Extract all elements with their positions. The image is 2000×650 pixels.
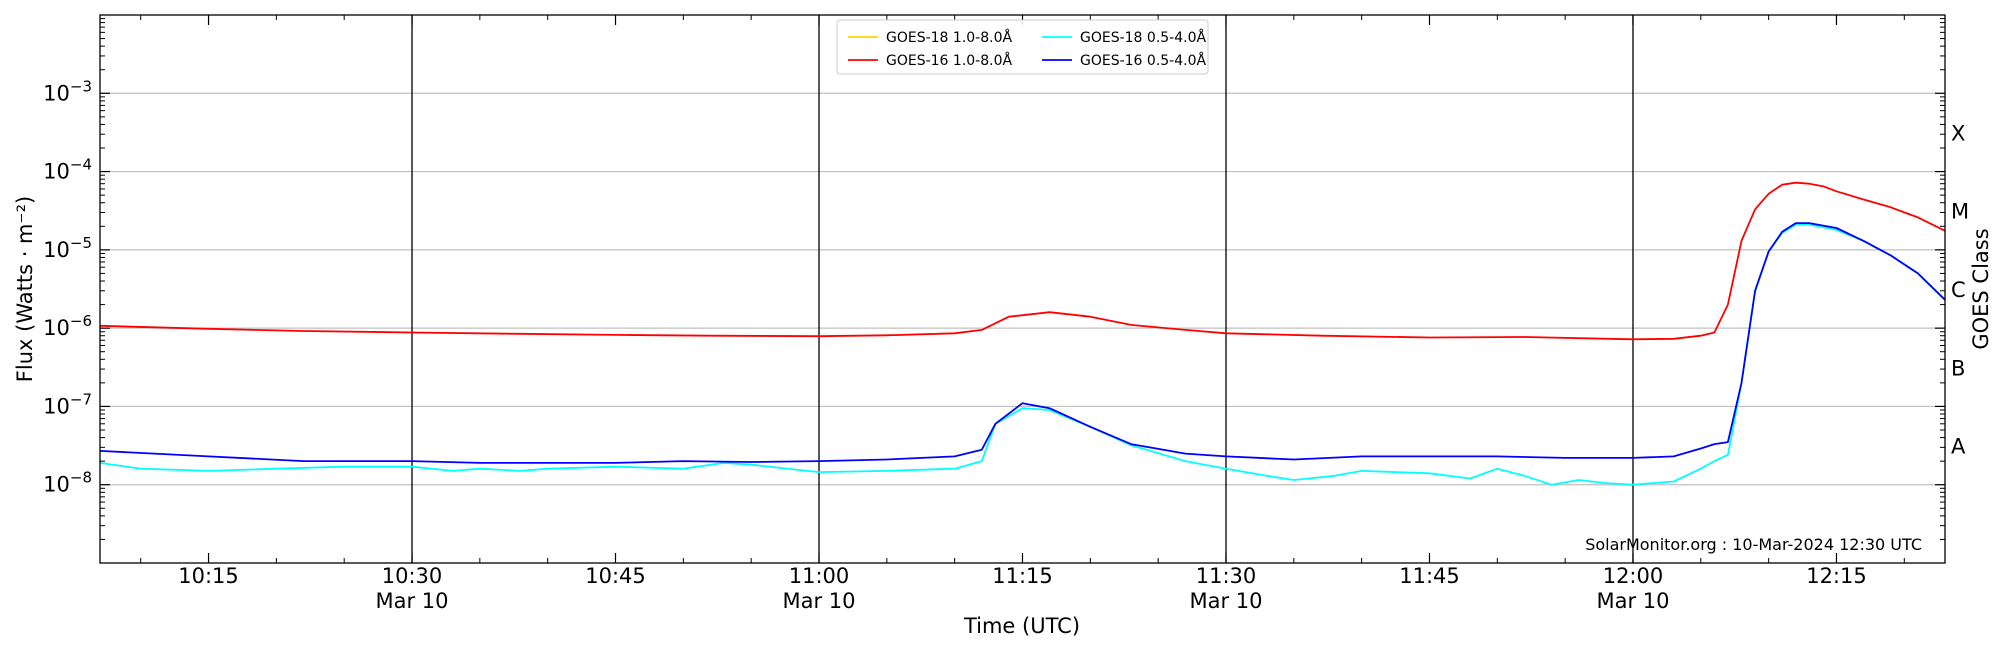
- y-tick-base: 10: [43, 473, 70, 497]
- x-tick-label: 12:15: [1806, 564, 1867, 588]
- x-tick-label: 12:00: [1603, 564, 1664, 588]
- y-axis-ticks: 10−810−710−610−510−410−3: [43, 18, 1945, 540]
- x-tick-date: Mar 10: [1189, 589, 1262, 613]
- x-tick-label: 10:15: [178, 564, 239, 588]
- y-tick-base: 10: [43, 394, 70, 418]
- x-tick-label: 10:45: [585, 564, 646, 588]
- y-tick-label: 10−7: [43, 390, 92, 418]
- x-tick-label: 11:30: [1196, 564, 1257, 588]
- x-tick-label: 10:30: [382, 564, 443, 588]
- x-tick-label: 11:15: [992, 564, 1053, 588]
- plot-frame: [99, 14, 1946, 564]
- x-tick-date: Mar 10: [1596, 589, 1669, 613]
- legend-frame: [836, 19, 1209, 75]
- y-tick-label: 10−6: [43, 312, 92, 340]
- x-tick-date: Mar 10: [782, 589, 855, 613]
- y-tick-base: 10: [43, 160, 70, 184]
- goes-class-label: X: [1951, 121, 1965, 145]
- legend-label: GOES-18 0.5-4.0Å: [1080, 29, 1206, 46]
- legend: GOES-18 1.0-8.0Å GOES-16 1.0-8.0Å GOES-18 …: [836, 19, 1209, 75]
- legend-label: GOES-16 1.0-8.0Å: [886, 52, 1012, 69]
- series-line: [99, 223, 1946, 486]
- goes-class-label: M: [1951, 200, 1969, 224]
- goes-class-labels: A B C M X: [1951, 121, 1969, 458]
- y-tick-exponent: −3: [70, 77, 92, 95]
- y-tick-base: 10: [43, 238, 70, 262]
- y-tick-exponent: −4: [70, 156, 92, 174]
- x-tick-label: 11:45: [1399, 564, 1460, 588]
- goes-class-label: A: [1951, 435, 1966, 459]
- credit-annotation: SolarMonitor.org : 10-Mar-2024 12:30 UTC: [1585, 535, 1922, 554]
- x-axis-label: Time (UTC): [963, 614, 1080, 638]
- right-axis-label: GOES Class: [1969, 228, 1993, 349]
- y-tick-base: 10: [43, 316, 70, 340]
- y-tick-exponent: −8: [70, 469, 92, 487]
- x-tick-date: Mar 10: [376, 589, 449, 613]
- y-tick-exponent: −5: [70, 234, 92, 252]
- y-tick-label: 10−4: [43, 156, 92, 184]
- x-tick-label: 11:00: [789, 564, 850, 588]
- y-tick-exponent: −6: [70, 312, 92, 330]
- grid-layer: [100, 92, 1945, 486]
- series-layer: [99, 181, 1946, 486]
- series-line: [99, 222, 1946, 464]
- day-boundary-lines: [411, 15, 1634, 563]
- y-tick-label: 10−8: [43, 469, 92, 497]
- legend-label: GOES-18 1.0-8.0Å: [886, 29, 1012, 46]
- y-tick-exponent: −7: [70, 390, 92, 408]
- y-tick-label: 10−3: [43, 77, 92, 105]
- y-tick-label: 10−5: [43, 234, 92, 262]
- goes-class-label: C: [1951, 278, 1966, 302]
- y-tick-base: 10: [43, 81, 70, 105]
- legend-label: GOES-16 0.5-4.0Å: [1080, 52, 1206, 69]
- goes-class-label: B: [1951, 356, 1965, 380]
- y-axis-label: Flux (Watts · m⁻²): [13, 196, 37, 382]
- series-line: [99, 181, 1946, 341]
